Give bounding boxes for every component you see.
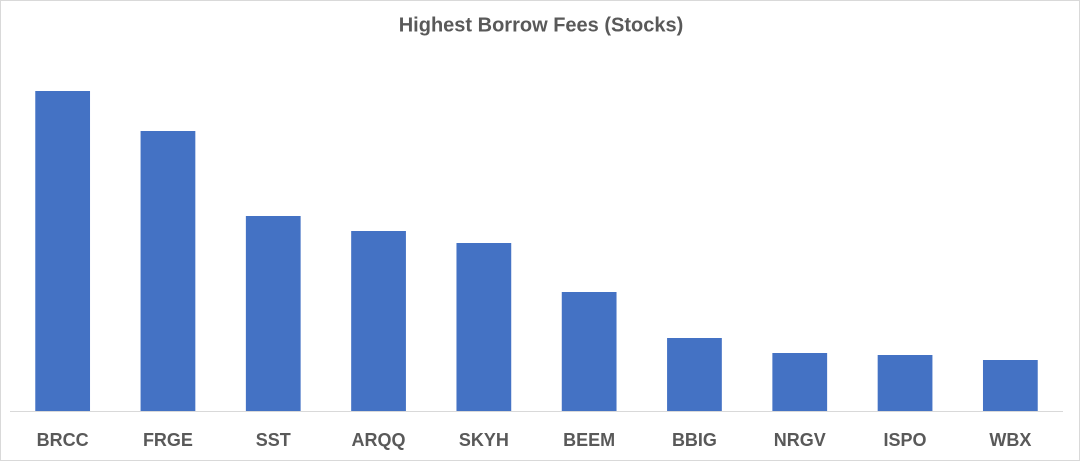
bar (351, 231, 406, 411)
x-tick-label: SST (256, 430, 291, 450)
bar (456, 243, 512, 411)
x-tick-label: FRGE (143, 430, 193, 450)
bar (982, 360, 1038, 411)
bar (667, 338, 722, 411)
bar (772, 353, 828, 411)
x-tick-label: ISPO (884, 430, 927, 450)
x-tick-label: ARQQ (352, 430, 406, 450)
x-tick-label: NRGV (774, 430, 826, 450)
bar (561, 292, 617, 411)
bar (245, 216, 301, 411)
x-tick-label: SKYH (459, 430, 509, 450)
x-tick-label: BBIG (672, 430, 717, 450)
chart-title: Highest Borrow Fees (Stocks) (399, 14, 684, 36)
x-tick-label: BRCC (37, 430, 89, 450)
bar (35, 91, 91, 411)
bar (877, 355, 933, 411)
x-tick-label: WBX (989, 430, 1031, 450)
x-tick-label: BEEM (563, 430, 615, 450)
bar (140, 131, 196, 411)
